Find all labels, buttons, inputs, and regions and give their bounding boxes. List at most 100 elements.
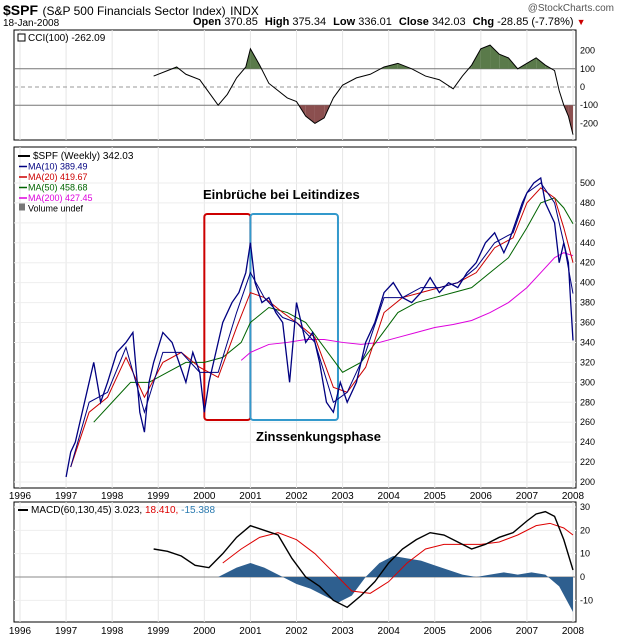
macd-signal-line	[222, 522, 574, 594]
cci-legend-label: CCI(100) -262.09	[28, 33, 106, 44]
macd-y-tick-label: -10	[580, 595, 593, 605]
price-y-tick-label: 240	[580, 437, 595, 447]
price-y-tick-label: 400	[580, 278, 595, 288]
ma-legend-label: MA(200) 427.45	[28, 193, 93, 203]
close-value: 342.03	[431, 16, 466, 28]
ma10-line	[70, 182, 574, 468]
cci-y-tick-label: -200	[580, 118, 598, 128]
price-x-tick-label: 2005	[424, 491, 447, 502]
price-y-tick-label: 300	[580, 377, 595, 387]
low-label: Low	[333, 16, 356, 28]
ma200-line	[240, 252, 574, 361]
cci-panel-frame	[13, 29, 577, 141]
price-y-tick-label: 220	[580, 457, 595, 467]
price-y-tick-label: 440	[580, 238, 595, 248]
macd-x-tick-label: 2003	[331, 626, 354, 637]
ohlc-bar: Open 370.85 High 375.34 Low 336.01 Close…	[193, 16, 586, 28]
macd-histogram	[218, 556, 574, 612]
volume-legend-swatch	[19, 203, 25, 211]
rate-cut-highlight-box	[249, 213, 339, 421]
annotation-zinssenkung: Zinssenkungsphase	[256, 429, 381, 444]
cci-oversold-fill	[568, 105, 573, 135]
price-x-tick-label: 2002	[285, 491, 308, 502]
chg-label: Chg	[472, 16, 495, 28]
cci-oversold-fill	[305, 105, 315, 124]
close-label: Close	[398, 16, 429, 28]
symbol: $SPF	[3, 2, 39, 18]
high-label: High	[264, 16, 290, 28]
price-y-tick-label: 280	[580, 397, 595, 407]
annotation-einbrueche: Einbrüche bei Leitindizes	[203, 187, 360, 202]
down-arrow-icon: ▼	[576, 17, 586, 27]
macd-y-tick-label: 20	[580, 525, 590, 535]
macd-x-tick-label: 2004	[378, 626, 401, 637]
high-value: 375.34	[292, 16, 327, 28]
low-value: 336.01	[358, 16, 392, 28]
price-y-tick-label: 340	[580, 337, 595, 347]
crash-highlight-box	[203, 213, 252, 421]
price-y-tick-label: 380	[580, 298, 595, 308]
macd-x-tick-label: 1997	[55, 626, 78, 637]
macd-y-tick-label: 10	[580, 549, 590, 559]
price-line	[65, 176, 574, 478]
price-y-tick-label: 500	[580, 178, 595, 188]
cci-y-tick-label: 100	[580, 64, 595, 74]
cci-overbought-fill	[480, 45, 491, 69]
price-x-tick-label: 2003	[331, 491, 354, 502]
symbol-title: $SPF (S&P 500 Financials Sector Index) I…	[3, 2, 259, 20]
macd-legend-part: -15.388	[181, 505, 215, 516]
macd-x-tick-label: 2006	[470, 626, 493, 637]
price-y-tick-label: 360	[580, 318, 595, 328]
price-x-tick-label: 1998	[101, 491, 124, 502]
macd-legend-part: MACD(60,130,45)	[31, 505, 114, 516]
macd-legend-part: 3.023,	[114, 505, 145, 516]
ma20-line	[70, 187, 574, 468]
price-y-tick-label: 460	[580, 218, 595, 228]
price-x-tick-label: 2000	[193, 491, 216, 502]
ma-legend-label: MA(10) 389.49	[28, 162, 88, 172]
macd-x-tick-label: 2005	[424, 626, 447, 637]
cci-overbought-fill	[499, 54, 509, 69]
price-legend-label: $SPF (Weekly) 342.03	[33, 151, 134, 162]
price-x-tick-label: 2007	[516, 491, 539, 502]
chg-value: -28.85 (-7.78%)	[497, 16, 574, 28]
cci-overbought-fill	[490, 45, 500, 69]
ma-legend-label: MA(20) 419.67	[28, 172, 88, 182]
price-x-tick-label: 2006	[470, 491, 493, 502]
macd-x-tick-label: 1999	[147, 626, 170, 637]
exchange: INDX	[230, 4, 259, 18]
macd-x-tick-label: 1998	[101, 626, 124, 637]
open-label: Open	[193, 16, 222, 28]
price-x-tick-label: 2008	[562, 491, 585, 502]
price-y-tick-label: 420	[580, 258, 595, 268]
price-x-tick-label: 1997	[55, 491, 78, 502]
cci-legend-swatch	[17, 33, 26, 42]
index-name: (S&P 500 Financials Sector Index)	[42, 4, 226, 18]
price-y-tick-label: 200	[580, 477, 595, 487]
macd-line	[153, 510, 574, 609]
macd-legend-label: MACD(60,130,45) 3.023, 18.410, -15.388	[31, 505, 215, 516]
macd-x-tick-label: 1996	[9, 626, 32, 637]
cci-overbought-fill	[526, 57, 537, 69]
volume-legend-label: Volume undef	[28, 204, 84, 214]
cci-y-tick-label: 0	[580, 82, 585, 92]
price-x-tick-label: 2001	[239, 491, 262, 502]
macd-panel-frame	[13, 501, 577, 623]
macd-x-tick-label: 2002	[285, 626, 308, 637]
macd-x-tick-label: 2001	[239, 626, 262, 637]
copyright-text: @StockCharts.com	[527, 3, 614, 14]
price-panel-frame	[13, 146, 577, 489]
ma50-line	[93, 197, 574, 423]
macd-x-tick-label: 2000	[193, 626, 216, 637]
cci-overbought-fill	[536, 57, 546, 69]
price-y-tick-label: 260	[580, 417, 595, 427]
price-y-tick-label: 320	[580, 357, 595, 367]
price-y-tick-label: 480	[580, 198, 595, 208]
macd-x-tick-label: 2007	[516, 626, 539, 637]
price-x-tick-label: 1996	[9, 491, 32, 502]
cci-y-tick-label: 200	[580, 46, 595, 56]
macd-y-tick-label: 30	[580, 502, 590, 512]
date: 18-Jan-2008	[3, 18, 60, 29]
macd-legend-part: 18.410,	[145, 505, 181, 516]
cci-y-tick-label: -100	[580, 100, 598, 110]
